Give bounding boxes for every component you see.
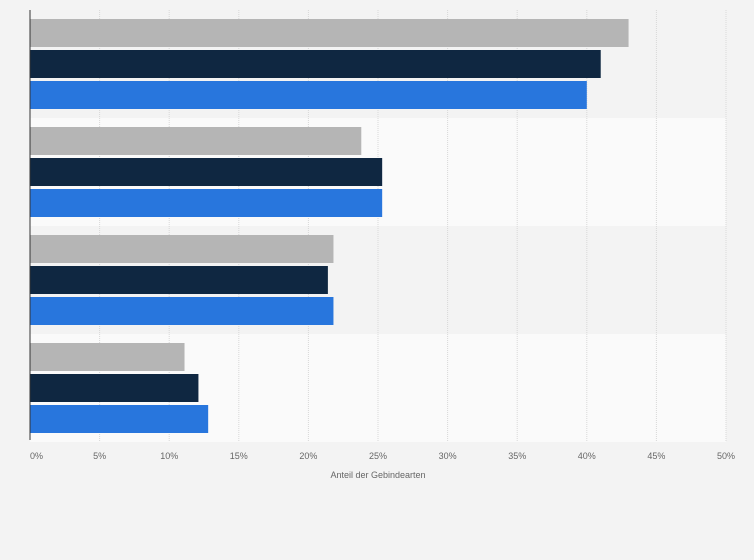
- x-tick-label: 5%: [93, 451, 106, 461]
- x-tick-label: 15%: [230, 451, 248, 461]
- x-tick-label: 35%: [508, 451, 526, 461]
- x-tick-label: 20%: [299, 451, 317, 461]
- bar: [30, 158, 383, 186]
- x-tick-label: 40%: [578, 451, 596, 461]
- bar: [30, 81, 587, 109]
- bar: [30, 189, 383, 217]
- x-axis-title: Anteil der Gebindearten: [330, 470, 425, 480]
- bar: [30, 235, 334, 263]
- x-tick-label: 30%: [439, 451, 457, 461]
- x-tick-label: 25%: [369, 451, 387, 461]
- bar: [30, 50, 601, 78]
- bar: [30, 297, 334, 325]
- bar: [30, 127, 362, 155]
- x-tick-label: 0%: [30, 451, 43, 461]
- bar: [30, 19, 629, 47]
- bar: [30, 343, 185, 371]
- x-tick-label: 10%: [160, 451, 178, 461]
- x-tick-labels: 0% 5% 10% 15% 20% 25% 30% 35% 40% 45% 50%: [30, 451, 735, 461]
- x-tick-label: 50%: [717, 451, 735, 461]
- bars: [30, 19, 629, 433]
- bar: [30, 266, 328, 294]
- x-tick-label: 45%: [647, 451, 665, 461]
- bar: [30, 405, 209, 433]
- bar: [30, 374, 199, 402]
